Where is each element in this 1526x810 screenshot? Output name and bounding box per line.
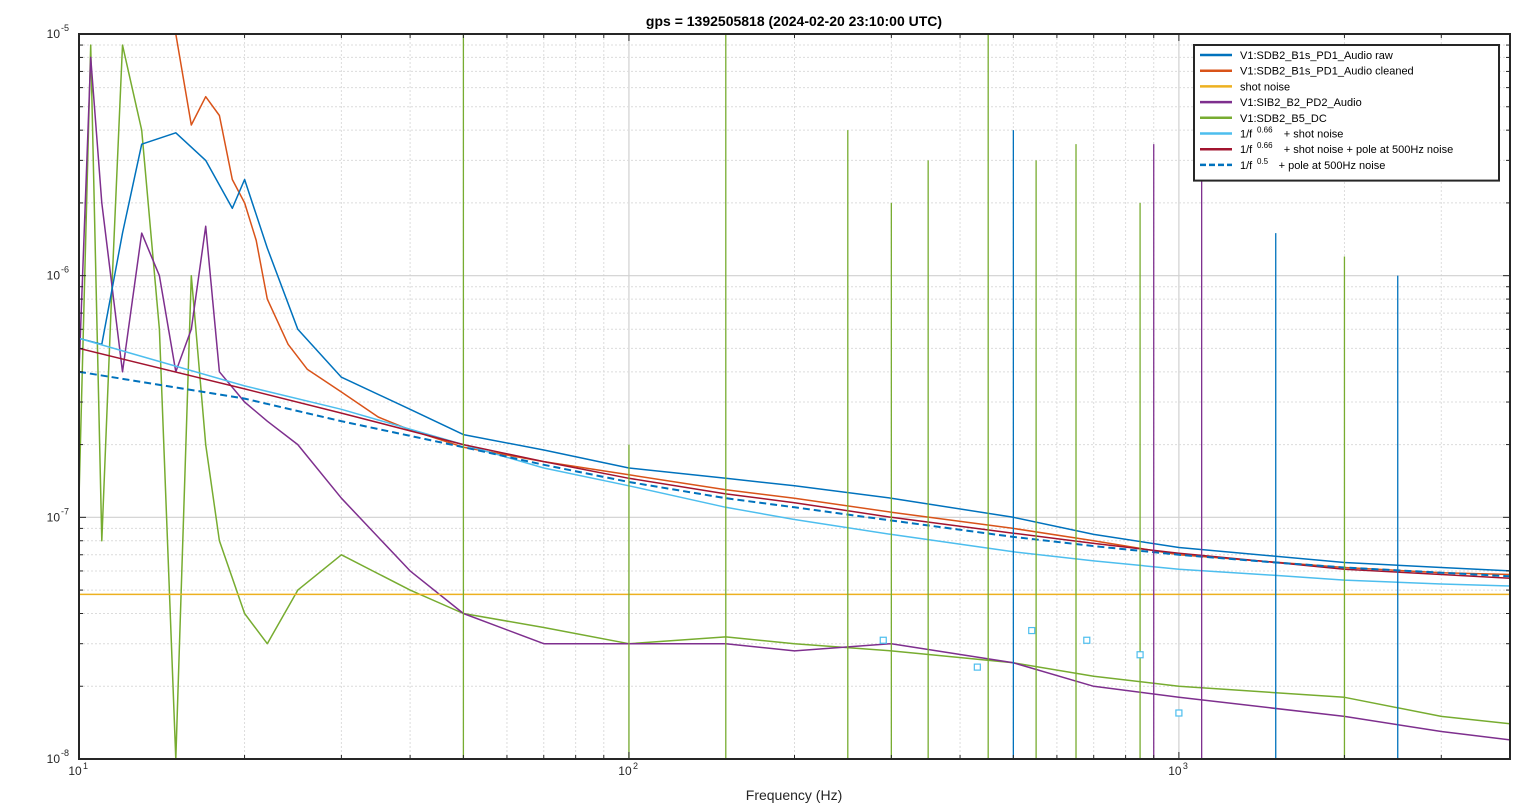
series-line-4 bbox=[79, 44, 1510, 759]
svg-text:2: 2 bbox=[633, 761, 638, 771]
data-marker bbox=[973, 663, 981, 671]
svg-text:-8: -8 bbox=[61, 748, 69, 758]
svg-text:10: 10 bbox=[1168, 764, 1182, 778]
legend-label: V1:SDB2_B1s_PD1_Audio raw bbox=[1240, 50, 1393, 62]
legend-item: V1:SDB2_B1s_PD1_Audio cleaned bbox=[1200, 66, 1414, 78]
svg-text:10: 10 bbox=[47, 510, 61, 524]
legend-label: + pole at 500Hz noise bbox=[1279, 160, 1386, 172]
y-tick-label: 10 -6 bbox=[47, 265, 69, 283]
legend-label-exponent: 0.66 bbox=[1257, 141, 1273, 150]
legend-label: + shot noise + pole at 500Hz noise bbox=[1284, 144, 1453, 156]
svg-text:-6: -6 bbox=[61, 265, 69, 275]
legend: V1:SDB2_B1s_PD1_Audio raw V1:SDB2_B1s_PD1… bbox=[1193, 44, 1500, 182]
y-tick-label: 10 -7 bbox=[47, 506, 69, 524]
x-axis-label: Frequency (Hz) bbox=[746, 787, 842, 803]
data-marker bbox=[879, 636, 887, 644]
legend-item: 1/f 0.66 + shot noise bbox=[1200, 126, 1343, 141]
y-tick-labels: 10-510-610-710-8 bbox=[47, 23, 69, 766]
legend-label: shot noise bbox=[1240, 81, 1290, 93]
legend-item: shot noise bbox=[1200, 81, 1290, 93]
svg-text:10: 10 bbox=[47, 269, 61, 283]
legend-label: 1/f bbox=[1240, 129, 1253, 141]
series-line-0 bbox=[79, 132, 1510, 572]
legend-label: V1:SDB2_B5_DC bbox=[1240, 113, 1327, 125]
legend-label: 1/f bbox=[1240, 144, 1253, 156]
legend-item: 1/f 0.66 + shot noise + pole at 500Hz nois… bbox=[1200, 141, 1453, 156]
legend-label: V1:SIB2_B2_PD2_Audio bbox=[1240, 97, 1362, 109]
legend-label-exponent: 0.66 bbox=[1257, 126, 1273, 135]
svg-text:-5: -5 bbox=[61, 23, 69, 33]
x-tick-label: 10 1 bbox=[68, 761, 88, 778]
chart-title: gps = 1392505818 (2024-02-20 23:10:00 UT… bbox=[646, 13, 942, 29]
series-line-5 bbox=[79, 337, 1510, 587]
legend-item: V1:SDB2_B1s_PD1_Audio raw bbox=[1200, 50, 1393, 62]
data-marker bbox=[1083, 636, 1091, 644]
svg-text:10: 10 bbox=[618, 764, 632, 778]
svg-text:10: 10 bbox=[47, 752, 61, 766]
svg-text:10: 10 bbox=[47, 27, 61, 41]
legend-label-exponent: 0.5 bbox=[1257, 157, 1269, 166]
svg-text:3: 3 bbox=[1183, 761, 1188, 771]
data-marker bbox=[1175, 709, 1183, 717]
tick-marks bbox=[78, 33, 1511, 760]
series-layer bbox=[79, 34, 1510, 759]
data-marker bbox=[1028, 626, 1036, 635]
series-line-3 bbox=[79, 56, 1510, 741]
legend-box bbox=[1193, 44, 1500, 182]
series-line-7 bbox=[79, 370, 1510, 578]
legend-label: 1/f bbox=[1240, 160, 1253, 172]
svg-text:10: 10 bbox=[68, 764, 82, 778]
y-tick-label: 10 -5 bbox=[47, 23, 69, 41]
svg-text:1: 1 bbox=[83, 761, 88, 771]
legend-item: V1:SIB2_B2_PD2_Audio bbox=[1200, 97, 1362, 109]
legend-item: 1/f 0.5 + pole at 500Hz noise bbox=[1200, 157, 1385, 172]
y-tick-label: 10 -8 bbox=[47, 748, 69, 766]
x-tick-labels: 10 1 10 2 10 3 bbox=[68, 761, 1188, 778]
legend-label: V1:SDB2_B1s_PD1_Audio cleaned bbox=[1240, 66, 1414, 78]
data-marker bbox=[1136, 651, 1144, 659]
svg-text:-7: -7 bbox=[61, 506, 69, 516]
x-tick-label: 10 3 bbox=[1168, 761, 1188, 778]
legend-label: + shot noise bbox=[1284, 129, 1344, 141]
x-tick-label: 10 2 bbox=[618, 761, 638, 778]
legend-item: V1:SDB2_B5_DC bbox=[1200, 113, 1327, 125]
